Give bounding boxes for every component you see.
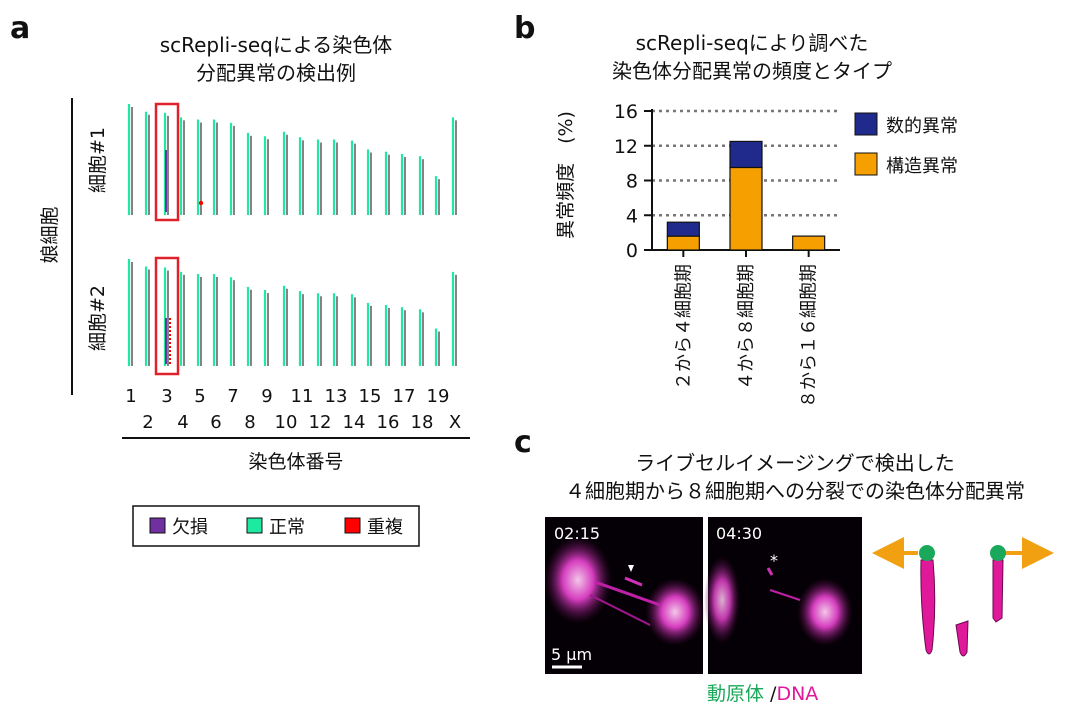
right-chromatid-icon bbox=[992, 559, 1004, 623]
cell2-label: 細胞#2 bbox=[87, 285, 109, 351]
chrom-label-16: 16 bbox=[377, 412, 400, 433]
chrom-label-18: 18 bbox=[411, 412, 434, 433]
duplication-dot-cell1 bbox=[198, 200, 204, 206]
y-tick-label-0: 0 bbox=[626, 240, 638, 262]
caption-dna: DNA bbox=[776, 683, 818, 705]
panel-b-title-line1: scRepli-seqにより調べた bbox=[636, 31, 869, 55]
chrom-label-3: 3 bbox=[161, 386, 172, 407]
arrowhead-icon bbox=[628, 565, 634, 572]
y-tick-label-12: 12 bbox=[614, 136, 638, 158]
chrom-label-4: 4 bbox=[177, 412, 188, 433]
x-axis-label: 染色体番号 bbox=[248, 451, 343, 473]
chrom-label-12: 12 bbox=[309, 412, 332, 433]
chrom-bottom-labels: 2 4 6 8 10 12 14 16 18 X bbox=[142, 412, 461, 433]
daughter-cell-label: 娘細胞 bbox=[39, 206, 61, 263]
chrom-label-5: 5 bbox=[194, 386, 205, 407]
panel-a-letter: a bbox=[10, 11, 30, 46]
chr3-highlight-box-cell1 bbox=[154, 102, 180, 222]
y-tick-label-4: 4 bbox=[626, 205, 638, 227]
stacked-bar-chart: 0 4 8 12 16 ２から４細胞期 ４から８細胞期 ８から１６細胞期 bbox=[614, 101, 840, 408]
cell1-label: 細胞#1 bbox=[87, 127, 109, 193]
panel-c-letter: c bbox=[514, 425, 532, 460]
left-chromatid-icon bbox=[920, 559, 936, 655]
time-stamp-2: 04:30 bbox=[716, 524, 762, 543]
x-category-label-2: ４から８細胞期 bbox=[736, 264, 757, 390]
chrom-label-6: 6 bbox=[210, 412, 221, 433]
chrom-label-19: 19 bbox=[427, 386, 450, 407]
chrom-label-9: 9 bbox=[261, 386, 272, 407]
caption-kinetochore: 動原体 bbox=[707, 683, 764, 705]
legend-normal-label: 正常 bbox=[269, 517, 305, 538]
legend-numerical-swatch bbox=[854, 112, 878, 136]
y-tick-label-16: 16 bbox=[614, 101, 638, 123]
panel-c-title-line1: ライブセルイメージングで検出した bbox=[635, 451, 955, 475]
micrograph-0215: 02:15 5 μm bbox=[544, 517, 705, 674]
chrom-top-labels: 1 3 5 7 9 11 13 15 17 19 bbox=[125, 386, 449, 407]
chart-y-axis-label: 異常頻度 (%) bbox=[555, 111, 577, 239]
legend-normal-swatch bbox=[246, 517, 263, 534]
x-category-label-1: ２から４細胞期 bbox=[673, 264, 694, 390]
right-kinetochore-icon bbox=[990, 545, 1006, 561]
chrom-label-X: X bbox=[449, 412, 461, 433]
micrograph-0430: 04:30 * bbox=[704, 517, 862, 674]
legend-structural-swatch bbox=[854, 152, 878, 176]
scale-bar-label: 5 μm bbox=[551, 645, 592, 664]
panel-a-title-line2: 分配異常の検出例 bbox=[196, 61, 356, 85]
bar-2-structural bbox=[729, 166, 763, 251]
x-category-label-3: ８から１６細胞期 bbox=[799, 264, 820, 408]
chrom-label-17: 17 bbox=[393, 386, 416, 407]
legend-duplication-swatch bbox=[344, 517, 361, 534]
panel-a-legend bbox=[132, 505, 420, 547]
legend-numerical-label: 数的異常 bbox=[886, 116, 958, 137]
chrom-label-14: 14 bbox=[343, 412, 366, 433]
chrom-label-2: 2 bbox=[142, 412, 153, 433]
legend-deletion-label: 欠損 bbox=[172, 517, 208, 538]
bar-1-structural bbox=[666, 235, 700, 251]
left-kinetochore-icon bbox=[919, 545, 935, 561]
panel-a-title-line1: scRepli-seqによる染色体 bbox=[160, 33, 393, 57]
y-tick-label-8: 8 bbox=[626, 171, 638, 193]
micrograph-caption: 動原体 /DNA bbox=[707, 683, 818, 705]
chrom-label-7: 7 bbox=[227, 386, 238, 407]
time-stamp-1: 02:15 bbox=[554, 524, 600, 543]
bar-3-structural bbox=[792, 235, 826, 251]
chrom-label-13: 13 bbox=[325, 386, 348, 407]
legend-structural-label: 構造異常 bbox=[886, 156, 958, 177]
asterisk-marker: * bbox=[770, 551, 778, 570]
panel-b-letter: b bbox=[514, 11, 535, 46]
panel-c-title-line2: ４細胞期から８細胞期への分裂での染色体分配異常 bbox=[565, 479, 1025, 503]
panel-b-title-line2: 染色体分配異常の頻度とタイプ bbox=[612, 59, 892, 83]
bar-1-numerical bbox=[666, 221, 700, 237]
chrom-label-8: 8 bbox=[244, 412, 255, 433]
broken-fragment-icon bbox=[955, 620, 969, 657]
legend-deletion-swatch bbox=[149, 517, 166, 534]
caption-separator: / bbox=[764, 683, 777, 705]
chrom-label-10: 10 bbox=[275, 412, 298, 433]
missegregation-schematic bbox=[872, 537, 1054, 657]
chrom-label-1: 1 bbox=[125, 386, 136, 407]
chr3-highlight-box-cell2 bbox=[154, 256, 180, 376]
chrom-label-15: 15 bbox=[359, 386, 382, 407]
legend-duplication-label: 重複 bbox=[367, 517, 403, 538]
bar-2-numerical bbox=[729, 140, 763, 169]
chrom-label-11: 11 bbox=[291, 386, 314, 407]
chromosome-tracks-cell1 bbox=[127, 104, 457, 215]
